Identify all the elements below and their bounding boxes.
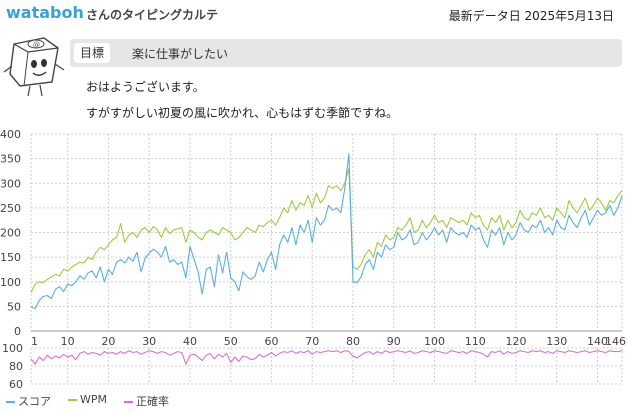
accuracy-grid xyxy=(30,347,623,385)
score-series-line xyxy=(30,153,623,310)
header: wataboh さんのタイピングカルテ 最新データ日 2025年5月13日 xyxy=(0,0,628,30)
x-tick-label: 130 xyxy=(546,335,567,348)
user-name[interactable]: wataboh xyxy=(6,3,84,22)
legend-item-score[interactable]: スコア xyxy=(6,393,51,409)
x-tick-label: 40 xyxy=(183,335,197,348)
goal-tag: 目標 xyxy=(74,43,111,63)
x-tick-label: 30 xyxy=(142,335,156,348)
legend-item-wpm[interactable]: WPM xyxy=(68,393,107,406)
greeting-message: おはようございます。 xyxy=(86,80,205,94)
season-message: すがすがしい初夏の風に吹かれ、心もはずむ季節ですね。 xyxy=(86,106,399,120)
accuracy-tick-label: 100 xyxy=(2,342,23,355)
legend-swatch-score xyxy=(6,401,15,403)
y-tick-label: 250 xyxy=(0,202,21,215)
y-tick-label: 50 xyxy=(7,300,21,313)
accuracy-series-line xyxy=(30,350,623,365)
legend-swatch-accuracy xyxy=(124,401,133,403)
legend-item-accuracy[interactable]: 正確率 xyxy=(124,393,169,409)
x-tick-label: 20 xyxy=(101,335,115,348)
y-tick-label: 400 xyxy=(0,128,21,141)
y-tick-label: 150 xyxy=(0,251,21,264)
x-tick-label: 50 xyxy=(224,335,238,348)
accuracy-tick-label: 60 xyxy=(9,378,23,388)
latest-data-date: 最新データ日 2025年5月13日 xyxy=(448,9,614,23)
legend-label-wpm: WPM xyxy=(80,393,108,406)
y-tick-label: 350 xyxy=(0,153,21,166)
x-tick-label: 146 xyxy=(605,335,626,348)
page-title: さんのタイピングカルテ xyxy=(86,8,219,22)
legend-label-score: スコア xyxy=(18,395,51,408)
x-tick-label: 140 xyxy=(587,335,608,348)
accuracy-tick-label: 80 xyxy=(9,360,23,373)
legend-swatch-wpm xyxy=(68,399,77,401)
y-tick-label: 0 xyxy=(14,325,21,338)
x-tick-label: 1 xyxy=(31,335,38,348)
x-tick-label: 110 xyxy=(465,335,486,348)
mascot-illustration: @ xyxy=(0,30,80,100)
x-tick-label: 60 xyxy=(264,335,278,348)
svg-text:@: @ xyxy=(33,41,40,49)
y-tick-label: 300 xyxy=(0,177,21,190)
legend-label-accuracy: 正確率 xyxy=(136,395,169,408)
x-tick-label: 100 xyxy=(424,335,445,348)
x-tick-label: 10 xyxy=(61,335,75,348)
goal-bar: 目標 楽に仕事がしたい xyxy=(70,39,622,67)
series-lines xyxy=(30,153,623,365)
mascot-icon: @ xyxy=(3,37,65,97)
y-tick-label: 200 xyxy=(0,227,21,240)
y-tick-label: 100 xyxy=(0,276,21,289)
main-grid xyxy=(30,133,623,332)
goal-text: 楽に仕事がしたい xyxy=(132,47,229,61)
x-tick-label: 70 xyxy=(305,335,319,348)
wpm-series-line xyxy=(30,167,623,293)
x-tick-label: 80 xyxy=(346,335,360,348)
x-tick-label: 120 xyxy=(506,335,527,348)
x-tick-label: 90 xyxy=(387,335,401,348)
